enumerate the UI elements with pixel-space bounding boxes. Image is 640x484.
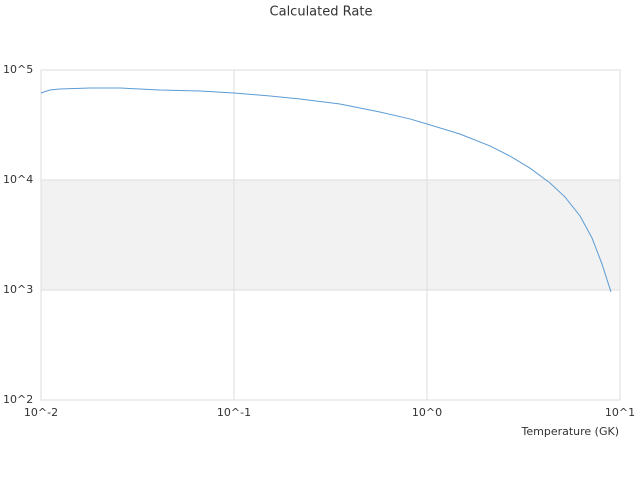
y-tick-label: 10^4	[3, 173, 33, 186]
chart-title: Calculated Rate	[270, 5, 373, 20]
plot-frame	[40, 69, 621, 401]
data-line	[40, 87, 612, 293]
grid-band	[41, 180, 620, 290]
x-tick-label: 10^-1	[217, 406, 251, 419]
x-tick-label: 10^1	[605, 406, 635, 419]
y-tick-label: 10^3	[3, 283, 33, 296]
x-tick-label: 10^0	[412, 406, 442, 419]
y-tick-label: 10^2	[3, 393, 33, 406]
y-tick-label: 10^5	[3, 63, 33, 76]
x-axis-label: Temperature (GK)	[521, 425, 620, 438]
x-tick-label: 10^-2	[24, 406, 58, 419]
